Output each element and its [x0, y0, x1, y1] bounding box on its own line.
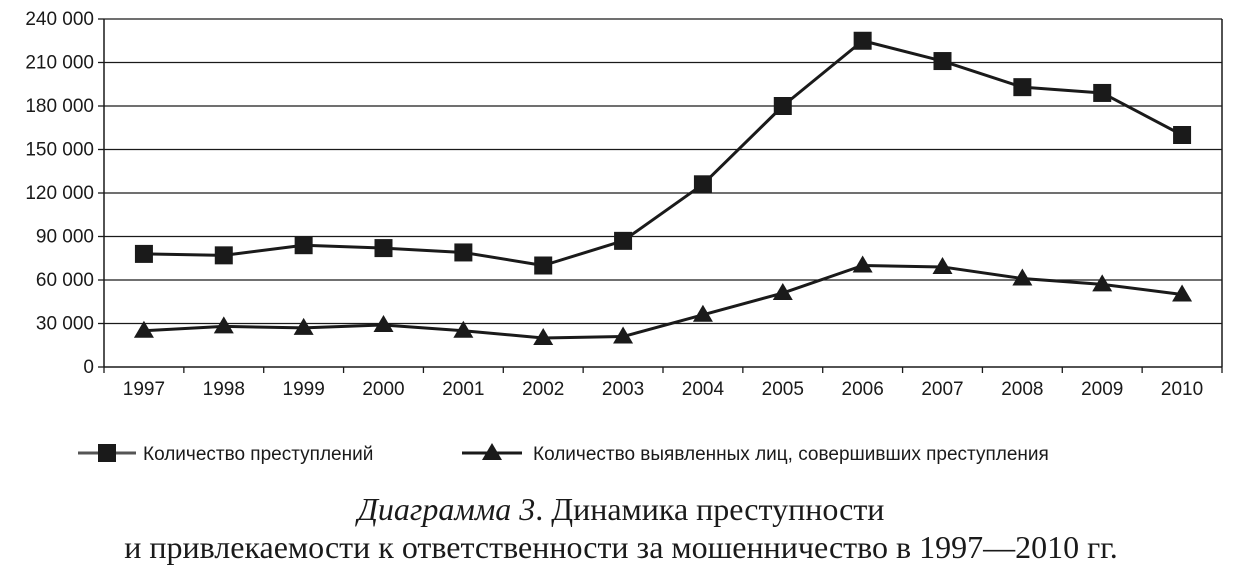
- y-tick-label: 150 000: [25, 140, 94, 161]
- data-point-triangle: [692, 304, 713, 322]
- legend-label: Количество выявленных лиц, совершивших п…: [533, 444, 1049, 465]
- series-1: [134, 31, 1192, 275]
- legend-item-1: Количество преступлений: [78, 444, 373, 465]
- series-line: [143, 264, 1183, 340]
- caption-label: Диаграмма 3: [357, 491, 536, 527]
- grid-lines: [104, 18, 1222, 325]
- data-point-square: [1173, 126, 1192, 144]
- x-tick-label: 2005: [762, 379, 804, 400]
- y-tick-label: 120 000: [25, 183, 94, 204]
- legend: Количество преступлений Количество выявле…: [78, 443, 1049, 465]
- data-point-triangle: [932, 256, 953, 274]
- x-tick-label: 2006: [842, 379, 884, 400]
- caption-title-line1: . Динамика преступности: [535, 491, 885, 527]
- legend-marker: [482, 443, 502, 460]
- data-point-square: [773, 97, 792, 115]
- y-tick-label: 90 000: [36, 227, 94, 248]
- x-tick-label: 2009: [1081, 379, 1123, 400]
- data-point-square: [214, 246, 233, 265]
- y-tick-label: 30 000: [36, 314, 94, 335]
- data-point-square: [853, 31, 872, 50]
- data-point-square: [374, 239, 393, 258]
- data-point-square: [933, 52, 952, 71]
- data-point-square: [614, 231, 633, 250]
- series-group: [133, 31, 1193, 345]
- data-point-square: [294, 236, 313, 255]
- data-point-triangle: [1092, 274, 1113, 292]
- data-point-triangle: [453, 320, 474, 338]
- legend-marker: [98, 444, 116, 462]
- x-tick-label: 1999: [283, 379, 325, 400]
- series-line: [143, 39, 1183, 267]
- x-tick-label: 2004: [682, 379, 725, 400]
- data-point-triangle: [213, 316, 234, 334]
- data-point-triangle: [1172, 284, 1193, 302]
- legend-label: Количество преступлений: [143, 444, 373, 465]
- x-tick-label: 2001: [442, 379, 484, 400]
- figure-caption: Диаграмма 3. Динамика преступности и при…: [0, 490, 1242, 566]
- axes: [98, 18, 1223, 373]
- x-tick-label: 2002: [522, 379, 564, 400]
- x-tick-label: 1997: [123, 379, 165, 400]
- data-point-triangle: [1012, 268, 1033, 286]
- x-tick-label: 2008: [1001, 379, 1043, 400]
- legend-item-2: Количество выявленных лиц, совершивших п…: [462, 443, 1049, 465]
- data-point-triangle: [852, 255, 873, 273]
- data-point-triangle: [373, 314, 394, 332]
- x-tick-label: 2000: [362, 379, 404, 400]
- y-axis-ticks: 0 30 000 60 000 90 000 120 000 150 000 180 000…: [25, 9, 94, 378]
- data-point-triangle: [613, 326, 634, 344]
- data-point-square: [1093, 83, 1112, 102]
- data-point-triangle: [772, 283, 793, 301]
- x-tick-label: 1998: [203, 379, 245, 400]
- y-tick-label: 180 000: [25, 96, 94, 117]
- x-tick-label: 2010: [1161, 379, 1203, 400]
- data-point-triangle: [133, 320, 154, 338]
- data-point-triangle: [293, 317, 314, 335]
- y-tick-label: 60 000: [36, 270, 94, 291]
- x-axis-ticks: 1997 1998 1999 2000 2001 2002 2003 2004 2005 2006…: [123, 379, 1203, 400]
- y-tick-label: 210 000: [25, 53, 94, 74]
- x-tick-label: 2007: [921, 379, 963, 400]
- data-point-square: [693, 175, 712, 194]
- data-point-square: [1013, 78, 1032, 97]
- data-point-square: [454, 243, 473, 262]
- line-chart: 0 30 000 60 000 90 000 120 000 150 000 180 000…: [25, 9, 1223, 465]
- y-tick-label: 0: [83, 357, 94, 378]
- data-point-square: [134, 244, 153, 263]
- y-tick-label: 240 000: [25, 9, 94, 30]
- data-point-triangle: [533, 328, 554, 345]
- data-point-square: [534, 256, 553, 275]
- caption-title-line2: и привлекаемости к ответственности за мо…: [124, 529, 1118, 565]
- x-tick-label: 2003: [602, 379, 644, 400]
- series-2: [133, 255, 1193, 345]
